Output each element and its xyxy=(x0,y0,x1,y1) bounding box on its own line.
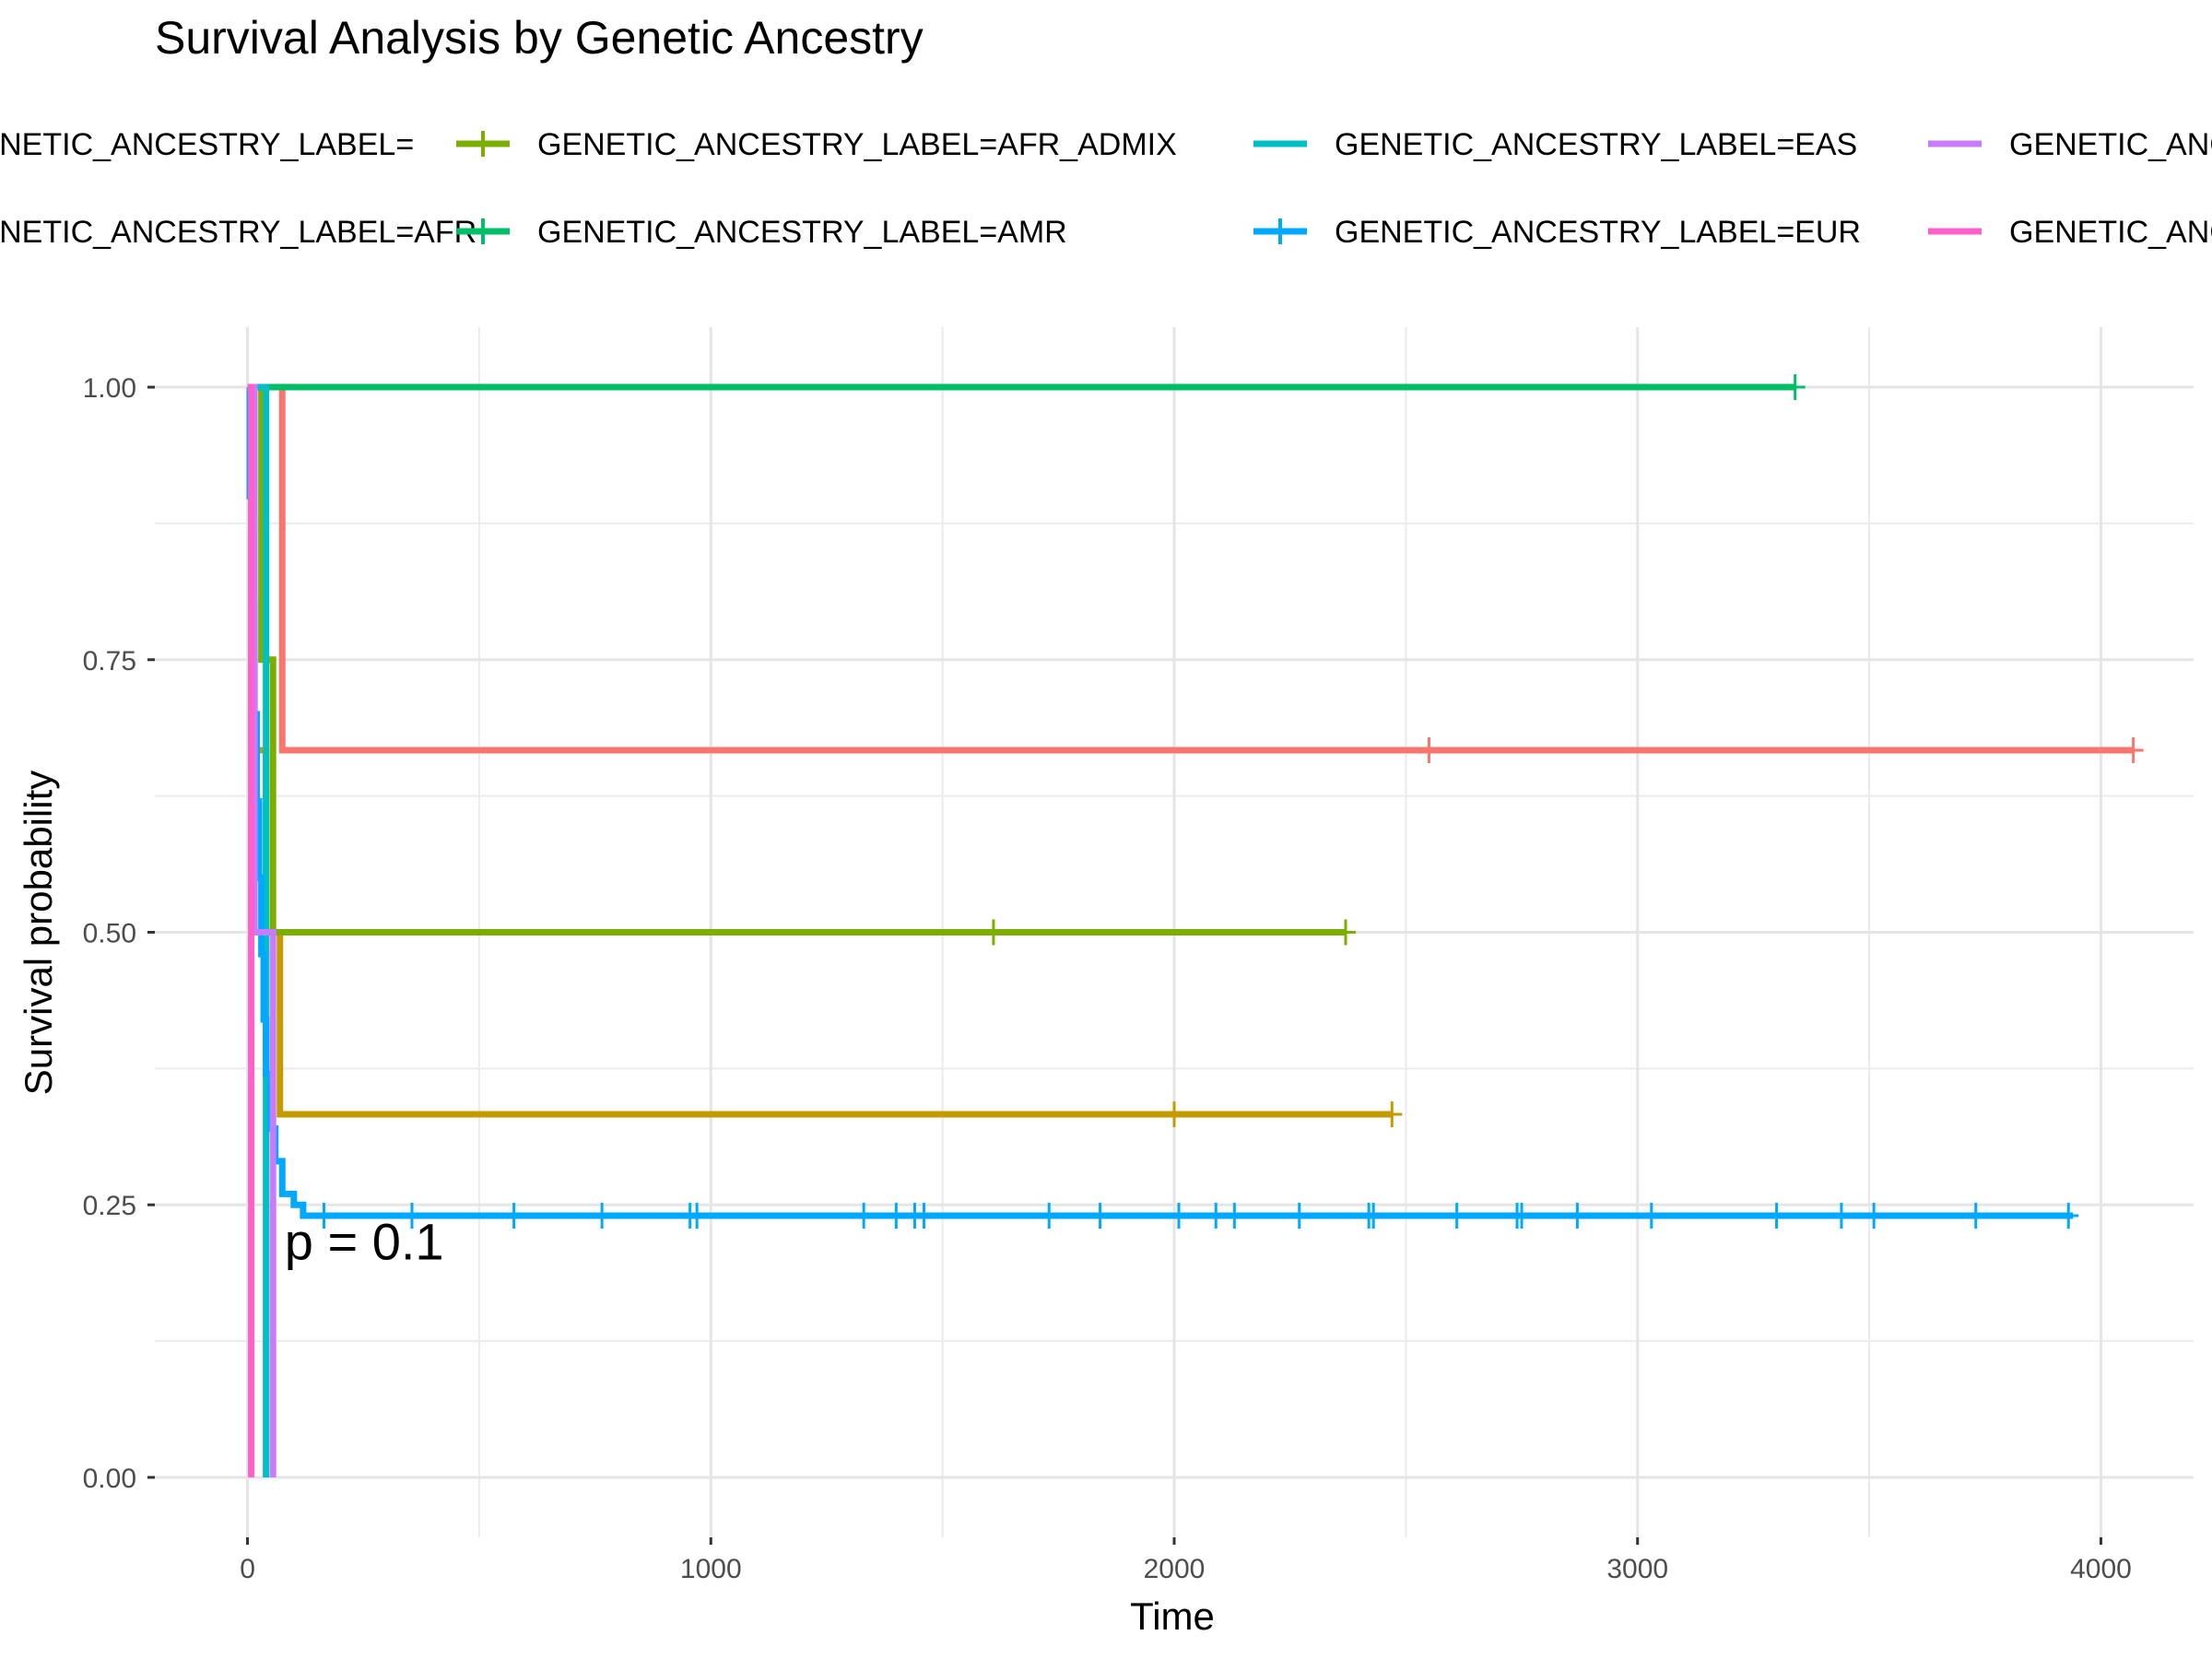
x-tick-label: 4000 xyxy=(2070,1554,2132,1584)
y-tick-label: 0.75 xyxy=(83,646,136,677)
legend-label: GENETIC_ANCESTRY_LABEL=EUR xyxy=(1335,215,1861,250)
legend-label: GENETIC_ANCESTRY_LABEL=AMR xyxy=(537,215,1067,250)
x-tick-label: 0 xyxy=(240,1554,255,1584)
chart-title: Survival Analysis by Genetic Ancestry xyxy=(155,12,924,64)
legend-label: GENETIC_ANCESTRY_LABEL=UNK xyxy=(2009,215,2212,250)
legend-label: GENETIC_ANCESTRY_LABEL=SAS xyxy=(2009,127,2212,162)
y-tick-label: 0.25 xyxy=(83,1191,136,1221)
survival-curve xyxy=(247,383,255,1477)
legend-label: GENETIC_ANCESTRY_LABEL=EAS xyxy=(1335,127,1857,162)
axes: 0.00 0.25 0.50 0.75 1.00 0 1000 2000 3000 4000 xyxy=(83,373,2132,1584)
legend: GENETIC_ANCESTRY_LABEL= GENETIC_ANCESTRY_… xyxy=(0,127,2212,250)
p-value-annotation: p = 0.1 xyxy=(285,1212,444,1270)
series-lines xyxy=(246,383,2134,1477)
legend-label: GENETIC_ANCESTRY_LABEL= xyxy=(0,127,414,162)
legend-label: GENETIC_ANCESTRY_LABEL=AFR xyxy=(0,215,477,250)
survival-curve xyxy=(247,383,2134,754)
x-axis-label: Time xyxy=(1130,1594,1215,1638)
legend-label: GENETIC_ANCESTRY_LABEL=AFR_ADMIX xyxy=(537,127,1177,162)
y-tick-label: 0.00 xyxy=(83,1464,136,1494)
y-tick-label: 1.00 xyxy=(83,373,136,404)
x-tick-label: 3000 xyxy=(1606,1554,1668,1584)
x-tick-label: 2000 xyxy=(1144,1554,1206,1584)
y-axis-label: Survival probability xyxy=(17,771,60,1096)
survival-curve xyxy=(246,383,2074,1219)
x-tick-label: 1000 xyxy=(680,1554,742,1584)
y-tick-label: 0.50 xyxy=(83,919,136,949)
censor-marks xyxy=(313,374,2144,1230)
